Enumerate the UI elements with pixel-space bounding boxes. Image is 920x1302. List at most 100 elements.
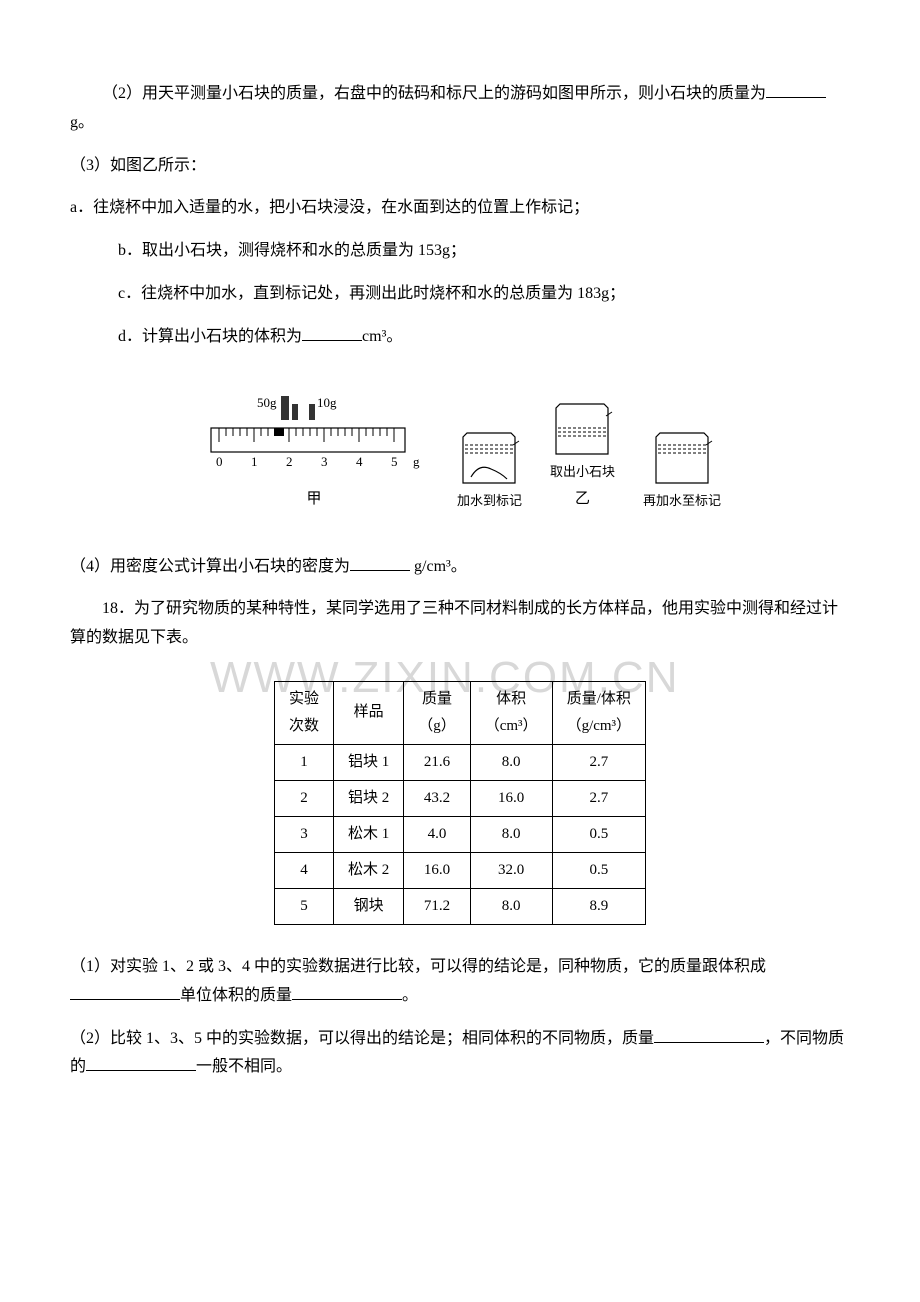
- td: 2: [274, 780, 333, 816]
- td: 4: [274, 852, 333, 888]
- td: 铝块 2: [333, 780, 403, 816]
- q17-p3d-unit: cm³。: [362, 328, 402, 345]
- th-mass-l1: 质量: [422, 691, 452, 707]
- td: 21.6: [404, 744, 471, 780]
- td: 铝块 1: [333, 744, 403, 780]
- td: 2.7: [552, 780, 646, 816]
- td: 8.0: [470, 816, 552, 852]
- beaker2-svg: [550, 400, 614, 458]
- svg-text:4: 4: [356, 454, 363, 469]
- th-exp-l2: 次数: [289, 718, 319, 734]
- figure-ruler: 50g 10g 0 1 2 3: [199, 392, 429, 513]
- ruler-label: 甲: [306, 486, 321, 513]
- q17-p4-pre: （4）用密度公式计算出小石块的密度为: [70, 558, 350, 575]
- svg-text:0: 0: [216, 454, 223, 469]
- th-exp-l1: 实验: [289, 691, 319, 707]
- figure-row: 50g 10g 0 1 2 3: [70, 392, 850, 513]
- q18-p2-c: 一般不相同。: [196, 1058, 292, 1075]
- th-vol-l1: 体积: [496, 691, 526, 707]
- ruler-minor-ticks: [226, 428, 387, 436]
- th-vol: 体积 （cm³）: [470, 681, 552, 744]
- blank-volume: [302, 325, 362, 341]
- q17-p2: （2）用天平测量小石块的质量，右盘中的砝码和标尺上的游码如图甲所示，则小石块的质…: [70, 80, 850, 138]
- weight-small-2-icon: [309, 404, 315, 420]
- td: 松木 2: [333, 852, 403, 888]
- blank-mass: [766, 82, 826, 98]
- td: 5: [274, 888, 333, 924]
- td: 16.0: [404, 852, 471, 888]
- weight-50g-label: 50g: [257, 395, 277, 410]
- blank-q18-2b: [86, 1055, 196, 1071]
- blank-q18-1b: [292, 984, 402, 1000]
- beaker1-svg: [457, 429, 521, 487]
- ruler-svg: 50g 10g 0 1 2 3: [199, 392, 429, 482]
- td: 43.2: [404, 780, 471, 816]
- th-exp: 实验 次数: [274, 681, 333, 744]
- blank-q18-2a: [654, 1027, 764, 1043]
- td: 32.0: [470, 852, 552, 888]
- th-sample-l1: 样品: [354, 704, 384, 720]
- beaker3-caption: 再加水至标记: [643, 489, 721, 512]
- td: 0.5: [552, 852, 646, 888]
- td: 8.9: [552, 888, 646, 924]
- td: 1: [274, 744, 333, 780]
- th-mv: 质量/体积 （g/cm³）: [552, 681, 646, 744]
- q18-p1-c: 。: [402, 987, 418, 1004]
- q17-p4-unit: g/cm³。: [410, 558, 467, 575]
- weight-50g-icon: [281, 396, 289, 420]
- blank-density: [350, 555, 410, 571]
- th-sample: 样品: [333, 681, 403, 744]
- blank-q18-1a: [70, 984, 180, 1000]
- th-mass: 质量 （g）: [404, 681, 471, 744]
- beaker3-svg: [650, 429, 714, 487]
- q17-p3a: a．往烧杯中加入适量的水，把小石块浸没，在水面到达的位置上作标记；: [70, 194, 850, 223]
- beaker-group-label: 乙: [575, 486, 590, 513]
- q17-p2-text: （2）用天平测量小石块的质量，右盘中的砝码和标尺上的游码如图甲所示，则小石块的质…: [102, 85, 766, 102]
- table-row: 5 钢块 71.2 8.0 8.9: [274, 888, 645, 924]
- q17-p4: （4）用密度公式计算出小石块的密度为 g/cm³。: [70, 553, 850, 582]
- beaker2-caption: 取出小石块: [550, 460, 615, 483]
- td: 2.7: [552, 744, 646, 780]
- td: 松木 1: [333, 816, 403, 852]
- weight-10g-label: 10g: [317, 395, 337, 410]
- figure-beaker-2: 取出小石块 乙: [550, 400, 615, 512]
- figure-beaker-3: 再加水至标记: [643, 429, 721, 512]
- td: 0.5: [552, 816, 646, 852]
- svg-text:2: 2: [286, 454, 293, 469]
- table-header-row: 实验 次数 样品 质量 （g） 体积 （cm³） 质量/体积 （g/cm³）: [274, 681, 645, 744]
- figure-beaker-1: 加水到标记: [457, 429, 522, 512]
- q18-intro: 18．为了研究物质的某种特性，某同学选用了三种不同材料制成的长方体样品，他用实验…: [70, 595, 850, 653]
- td: 3: [274, 816, 333, 852]
- q18-p2: （2）比较 1、3、5 中的实验数据，可以得出的结论是；相同体积的不同物质，质量…: [70, 1025, 850, 1083]
- td: 4.0: [404, 816, 471, 852]
- page-content: （2）用天平测量小石块的质量，右盘中的砝码和标尺上的游码如图甲所示，则小石块的质…: [70, 80, 850, 1082]
- q17-p3d: d．计算出小石块的体积为 cm³。: [70, 323, 850, 352]
- q18-p2-a: （2）比较 1、3、5 中的实验数据，可以得出的结论是；相同体积的不同物质，质量: [70, 1030, 654, 1047]
- q17-p3b: b．取出小石块，测得烧杯和水的总质量为 153g；: [70, 237, 850, 266]
- stone-icon: [471, 467, 507, 479]
- svg-text:g: g: [413, 454, 420, 469]
- weight-small-1-icon: [292, 404, 298, 420]
- q17-p3d-pre: d．计算出小石块的体积为: [118, 328, 302, 345]
- td: 71.2: [404, 888, 471, 924]
- td: 钢块: [333, 888, 403, 924]
- svg-text:1: 1: [251, 454, 258, 469]
- td: 16.0: [470, 780, 552, 816]
- td: 8.0: [470, 744, 552, 780]
- table-row: 2 铝块 2 43.2 16.0 2.7: [274, 780, 645, 816]
- q18-p1-a: （1）对实验 1、2 或 3、4 中的实验数据进行比较，可以得的结论是，同种物质…: [70, 958, 766, 975]
- th-mv-l2: （g/cm³）: [567, 718, 632, 734]
- th-mv-l1: 质量/体积: [567, 691, 631, 707]
- table-row: 3 松木 1 4.0 8.0 0.5: [274, 816, 645, 852]
- table-row: 4 松木 2 16.0 32.0 0.5: [274, 852, 645, 888]
- q17-p2-unit: g。: [70, 114, 94, 131]
- th-vol-l2: （cm³）: [485, 718, 538, 734]
- svg-text:5: 5: [391, 454, 398, 469]
- beaker1-caption: 加水到标记: [457, 489, 522, 512]
- q18-p1: （1）对实验 1、2 或 3、4 中的实验数据进行比较，可以得的结论是，同种物质…: [70, 953, 850, 1011]
- q17-p3c: c．往烧杯中加水，直到标记处，再测出此时烧杯和水的总质量为 183g；: [70, 280, 850, 309]
- td: 8.0: [470, 888, 552, 924]
- table-row: 1 铝块 1 21.6 8.0 2.7: [274, 744, 645, 780]
- q17-p3: （3）如图乙所示：: [70, 152, 850, 181]
- q18-table: 实验 次数 样品 质量 （g） 体积 （cm³） 质量/体积 （g/cm³） 1…: [274, 681, 646, 925]
